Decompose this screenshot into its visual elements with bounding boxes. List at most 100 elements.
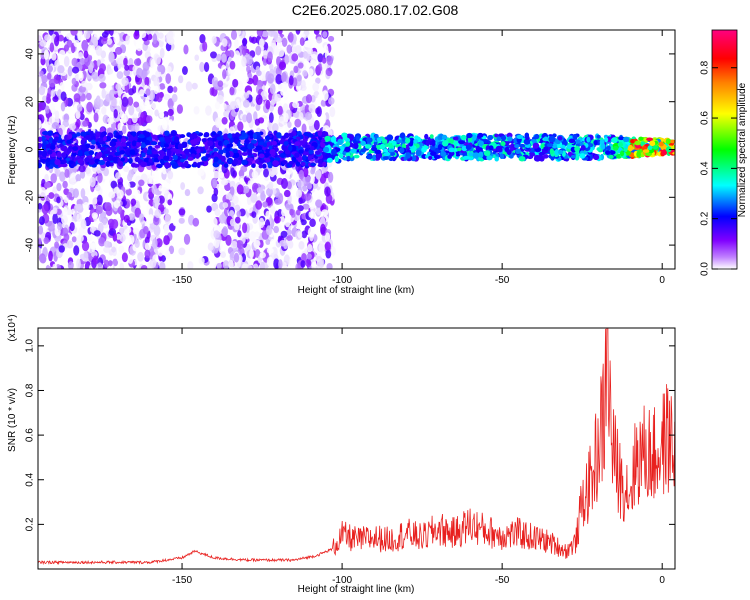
spectrogram-cell	[288, 75, 294, 86]
spectrogram-cell	[212, 148, 219, 152]
spectrogram-cell	[113, 109, 118, 119]
spectrogram-cell	[222, 202, 229, 209]
spectrogram-cell	[324, 232, 331, 242]
spectrogram-cell	[296, 180, 305, 189]
spectrogram-cell	[41, 203, 49, 215]
spectrogram-cell	[514, 144, 520, 149]
spectrogram-cell	[92, 197, 98, 205]
spectrogram-y-tick-label: -20	[25, 190, 36, 205]
spectrogram-cell	[134, 122, 140, 132]
spectrogram-cell	[318, 158, 323, 165]
spectrogram-cell	[99, 63, 107, 73]
spectrogram-cell	[554, 149, 560, 156]
spectrogram-cell	[75, 180, 83, 190]
spectrogram-cell	[268, 30, 276, 37]
spectrogram-cell	[289, 208, 294, 216]
spectrogram-cell	[296, 74, 302, 82]
spectrogram-cell	[285, 171, 291, 180]
spectrogram-cell	[588, 143, 594, 148]
spectrogram-cell	[90, 44, 96, 55]
spectrogram-cell	[266, 247, 274, 254]
spectrogram-cell	[60, 91, 67, 102]
spectrogram-cell	[453, 140, 459, 145]
spectrogram-cell	[96, 194, 103, 206]
spectrogram-cell	[133, 31, 140, 40]
spectrogram-cell	[229, 60, 236, 70]
spectrogram-cell	[382, 156, 389, 160]
spectrogram-cell	[302, 155, 307, 161]
spectrogram-cell	[163, 93, 171, 101]
spectrogram-cell	[166, 149, 172, 157]
spectrogram-cell	[447, 154, 452, 159]
spectrogram-cell	[76, 132, 81, 137]
spectrogram-cell	[67, 261, 74, 269]
spectrogram-cell	[54, 159, 61, 166]
spectrogram-cell	[123, 57, 128, 66]
spectrogram-cell	[259, 251, 266, 259]
snr-y-tick-label: 0.6	[25, 428, 36, 442]
spectrogram-cell	[39, 39, 47, 47]
spectrogram-cell	[247, 157, 254, 162]
spectrogram-cell	[210, 51, 218, 59]
spectrogram-cell	[176, 104, 184, 114]
spectrogram-cell	[161, 119, 168, 130]
spectrogram-cell	[295, 161, 301, 167]
spectrogram-cell	[71, 57, 78, 67]
spectrogram-cell	[355, 135, 360, 142]
spectrogram-cell	[120, 157, 125, 162]
spectrogram-cell	[63, 56, 70, 67]
spectrogram-cell	[255, 200, 263, 210]
spectrogram-cell	[291, 156, 297, 163]
spectrogram-cell	[89, 145, 96, 150]
spectrogram-cell	[224, 104, 231, 113]
spectrogram-cell	[256, 70, 262, 77]
spectrogram-cell	[99, 146, 106, 151]
spectrogram-cell	[308, 149, 314, 155]
spectrogram-cell	[127, 254, 134, 265]
spectrogram-cell	[154, 144, 161, 149]
spectrogram-cell	[253, 111, 258, 122]
spectrogram-cell	[136, 67, 143, 79]
spectrogram-cell	[308, 211, 314, 218]
spectrogram-cell	[308, 173, 315, 185]
spectrogram-cell	[304, 193, 312, 201]
spectrogram-cell	[234, 38, 239, 49]
spectrogram-cell	[261, 30, 269, 38]
spectrogram-cell	[69, 166, 77, 175]
spectrogram-cell	[222, 69, 227, 80]
spectrogram-cell	[316, 36, 323, 44]
spectrogram-cell	[127, 96, 134, 106]
spectrogram-cell	[268, 112, 274, 123]
spectrogram-cell	[213, 239, 220, 249]
spectrogram-cell	[518, 155, 526, 162]
spectrogram-cell	[273, 234, 279, 242]
spectrogram-cell	[317, 93, 323, 102]
spectrogram-cell	[278, 61, 287, 71]
spectrogram-cell	[452, 136, 459, 141]
spectrogram-cell	[44, 181, 51, 189]
spectrogram-cell	[307, 227, 316, 238]
spectrogram-cell	[241, 152, 249, 156]
spectrogram-cell	[247, 180, 253, 190]
spectrogram-cell	[306, 47, 313, 55]
spectrogram-cell	[126, 30, 132, 37]
spectrogram-cell	[103, 150, 111, 155]
spectrogram-cell	[199, 61, 205, 73]
spectrogram-cell	[609, 150, 616, 155]
spectrogram-cell	[44, 34, 51, 41]
spectrogram-cell	[319, 258, 325, 268]
spectrogram-cell	[317, 130, 323, 137]
spectrogram-cell	[172, 86, 178, 93]
spectrogram-cell	[307, 244, 313, 253]
spectrogram-cell	[56, 196, 61, 204]
spectrogram-cell	[608, 154, 614, 160]
spectrogram-cell	[56, 182, 62, 192]
spectrogram-cell	[225, 193, 233, 201]
spectrogram-cell	[273, 225, 280, 234]
spectrogram-cell	[253, 263, 259, 269]
spectrogram-cell	[120, 138, 127, 143]
spectrogram-cell	[324, 135, 331, 142]
spectrogram-cell	[274, 93, 282, 102]
spectrogram-cell	[272, 160, 279, 166]
spectrogram-cell	[290, 256, 296, 268]
